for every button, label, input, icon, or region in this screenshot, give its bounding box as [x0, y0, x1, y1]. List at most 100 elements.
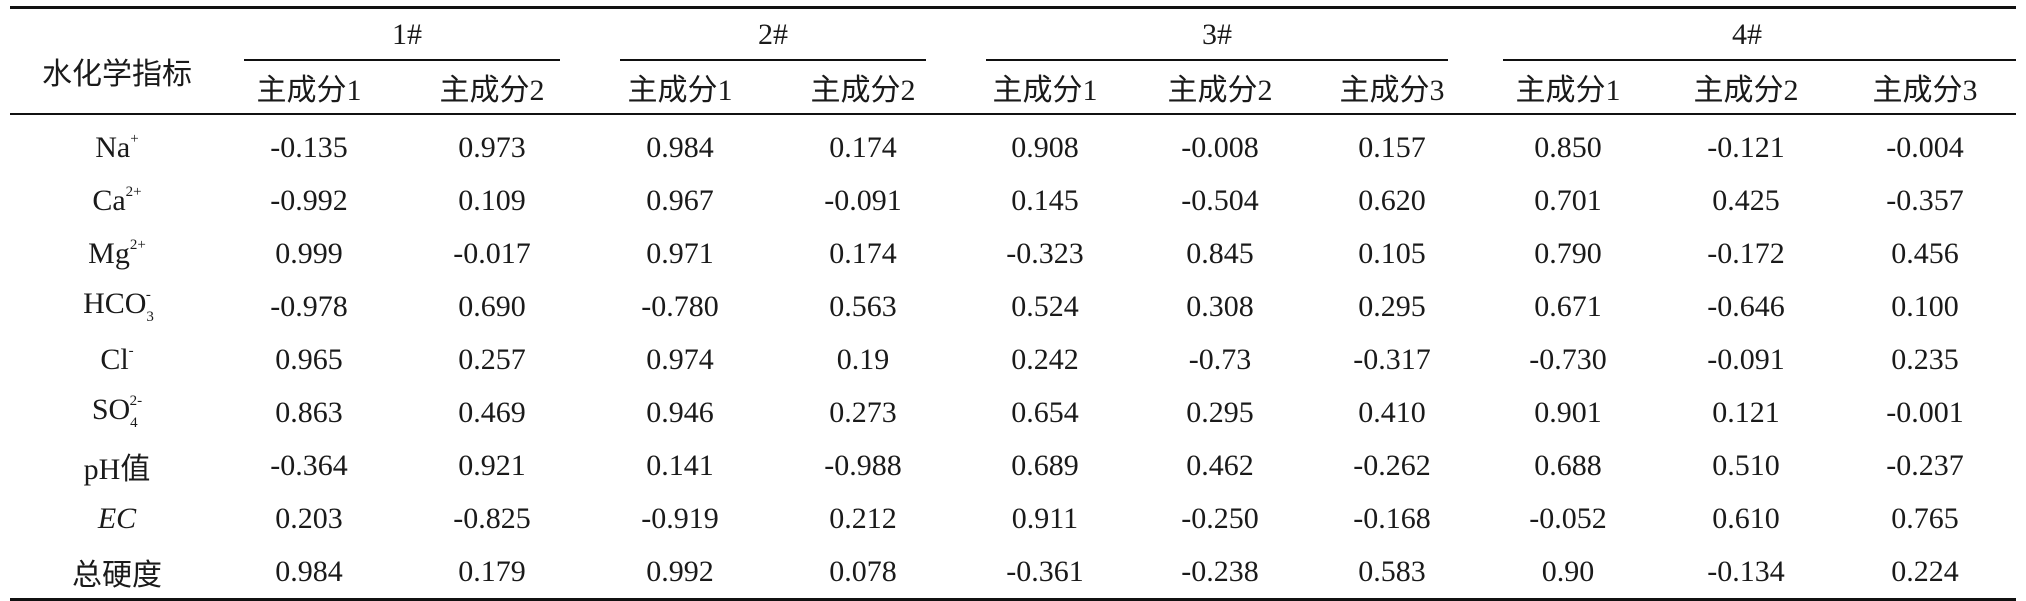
table-cell: 0.90	[1541, 554, 1595, 588]
column-header: 主成分3	[1306, 61, 1478, 115]
group-header-3: 3#	[956, 8, 1478, 61]
table-cell: 0.563	[829, 289, 897, 323]
table-cell: 0.911	[1011, 501, 1079, 535]
table-cell: 0.510	[1712, 448, 1780, 482]
indicator-name: EC	[98, 502, 136, 536]
table-cell: 0.999	[275, 236, 343, 270]
table-row: Mg2+ 0.999 -0.017 0.971 0.174 -0.323 0.845 0.10…	[10, 227, 2016, 280]
column-header: 主成分3	[1834, 61, 2016, 115]
table-cell: 0.921	[458, 448, 526, 482]
table-row: EC 0.203 -0.825 -0.919 0.212 0.911 -0.250 -0.16…	[10, 492, 2016, 545]
table-cell: 0.701	[1534, 183, 1602, 217]
table-cell: 0.992	[646, 554, 714, 588]
table-cell: -0.238	[1181, 554, 1259, 588]
table-cell: 0.242	[1011, 342, 1079, 376]
indicator-subscript: 4	[130, 415, 138, 431]
table-cell: 0.100	[1891, 289, 1959, 323]
table-cell: 0.863	[275, 395, 343, 429]
group-underline	[244, 59, 560, 61]
table-cell: -0.780	[641, 289, 719, 323]
table-cell: 0.456	[1891, 236, 1959, 270]
table-cell: -0.646	[1707, 289, 1785, 323]
column-header: 主成分2	[1658, 61, 1834, 115]
row-label: pH值	[10, 439, 224, 492]
indicator-superscript: -	[145, 287, 151, 303]
table-cell: 0.765	[1891, 501, 1959, 535]
table-cell: 0.212	[829, 501, 897, 535]
indicator-base: Ca	[92, 183, 126, 217]
table-row: Cl- 0.965 0.257 0.974 0.19 0.242 -0.73 -0.317 -0…	[10, 333, 2016, 386]
table-row: Na+ -0.135 0.973 0.984 0.174 0.908 -0.008 0.157…	[10, 114, 2016, 174]
table-cell: 0.790	[1534, 236, 1602, 270]
table-cell: 0.469	[458, 395, 526, 429]
table-cell: -0.262	[1353, 448, 1431, 482]
indicator-superscript: 2+	[125, 183, 142, 200]
table-cell: 0.19	[836, 342, 890, 376]
group-underline	[986, 59, 1448, 61]
table-cell: -0.919	[641, 501, 719, 535]
table-cell: 0.901	[1534, 395, 1602, 429]
table-cell: -0.357	[1886, 183, 1964, 217]
table-cell: 0.688	[1534, 448, 1602, 482]
indicator-name: Na+	[95, 131, 138, 165]
indicator-base: 总硬度	[72, 558, 162, 592]
column-header: 主成分1	[590, 61, 770, 115]
table-cell: 0.946	[646, 395, 714, 429]
group-underline	[620, 59, 926, 61]
table-cell: -0.317	[1353, 342, 1431, 376]
indicator-name: HCO3 -	[83, 287, 154, 326]
column-header: 主成分1	[1478, 61, 1658, 115]
indicator-base: pH值	[83, 452, 151, 486]
row-label: HCO3 -	[10, 280, 224, 333]
table-cell: 0.224	[1891, 554, 1959, 588]
table-cell: -0.988	[824, 448, 902, 482]
table-cell: -0.504	[1181, 183, 1259, 217]
table-cell: 0.850	[1534, 130, 1602, 164]
table-cell: 0.174	[829, 130, 897, 164]
table-cell: 0.984	[646, 130, 714, 164]
indicator-base: SO	[91, 393, 131, 426]
table-cell: 0.145	[1011, 183, 1079, 217]
table-cell: 0.671	[1534, 289, 1602, 323]
group-header-2: 2#	[590, 8, 956, 61]
table-cell: 0.425	[1712, 183, 1780, 217]
indicator-base: Na	[95, 130, 131, 164]
indicator-header: 水化学指标	[10, 7, 224, 115]
row-label: Mg2+	[10, 227, 224, 280]
table-cell: -0.121	[1707, 130, 1785, 164]
table-cell: 0.524	[1011, 289, 1079, 323]
table-cell: 0.157	[1358, 130, 1426, 164]
table-cell: 0.654	[1011, 395, 1079, 429]
table-body: Na+ -0.135 0.973 0.984 0.174 0.908 -0.008 0.157…	[10, 114, 2016, 600]
indicator-name: SO4 2-	[92, 393, 142, 432]
table-cell: 0.689	[1011, 448, 1079, 482]
table-cell: -0.052	[1529, 501, 1607, 535]
group-label: 3#	[1202, 18, 1232, 51]
group-underline	[1503, 59, 2016, 61]
table-cell: -0.135	[270, 130, 348, 164]
table-cell: 0.845	[1186, 236, 1254, 270]
table-cell: 0.295	[1186, 395, 1254, 429]
table-cell: 0.308	[1186, 289, 1254, 323]
table-cell: -0.134	[1707, 554, 1785, 588]
header-row-columns: 主成分1 主成分2 主成分1 主成分2 主成分1 主成分2 主成分3 主成分1 …	[10, 61, 2016, 115]
table-row: pH值 -0.364 0.921 0.141 -0.988 0.689 0.462 -0.26…	[10, 439, 2016, 492]
table-cell: 0.410	[1358, 395, 1426, 429]
table-cell: -0.091	[824, 183, 902, 217]
table-cell: 0.967	[646, 183, 714, 217]
table-cell: -0.364	[270, 448, 348, 482]
indicator-name: 总硬度	[72, 550, 162, 594]
indicator-name: Mg2+	[88, 237, 146, 271]
table-cell: -0.237	[1886, 448, 1964, 482]
column-header: 主成分1	[956, 61, 1134, 115]
header-row-groups: 水化学指标 1# 2# 3# 4#	[10, 7, 2016, 115]
table-cell: 0.295	[1358, 289, 1426, 323]
row-label: EC	[10, 492, 224, 545]
table-cell: 0.610	[1712, 501, 1780, 535]
indicator-base: Mg	[88, 236, 130, 270]
column-header: 主成分2	[394, 61, 590, 115]
table-cell: -0.008	[1181, 130, 1259, 164]
indicator-superscript: 2-	[129, 393, 143, 409]
table-cell: -0.730	[1529, 342, 1607, 376]
table-cell: -0.168	[1353, 501, 1431, 535]
